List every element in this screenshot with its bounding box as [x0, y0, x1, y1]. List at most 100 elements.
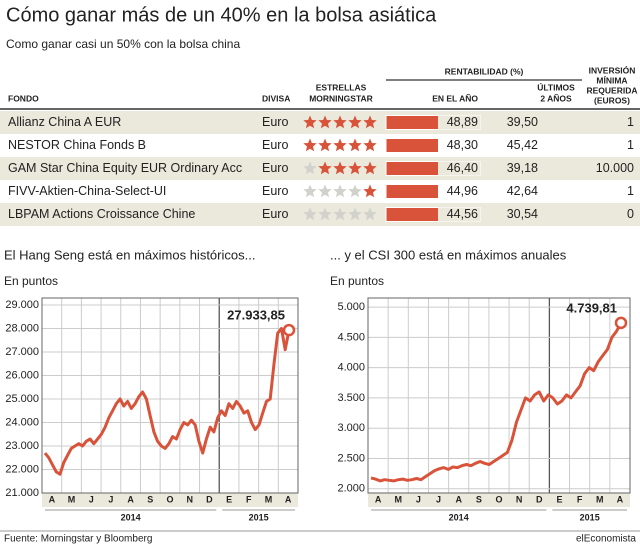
return-two-years: 39,18: [507, 161, 538, 175]
fund-name: NESTOR China Fonds B: [8, 138, 146, 152]
star: [318, 207, 332, 221]
y-tick-label: 3.500: [337, 392, 365, 404]
star: [348, 138, 362, 152]
subtitle: Como ganar casi un 50% con la bolsa chin…: [6, 37, 240, 51]
star: [303, 207, 317, 221]
chart-title: ... y el CSI 300 está en máximos anuales: [330, 247, 567, 262]
star: [333, 138, 347, 152]
return-year: 44,56: [447, 207, 478, 221]
x-axis-band: [368, 493, 630, 507]
year-label: 2015: [249, 512, 269, 522]
source: Fuente: Morningstar y Bloomberg: [4, 534, 152, 545]
x-tick-label: J: [108, 494, 113, 504]
return-bar-label-bg: [438, 161, 480, 176]
y-tick-label: 24.000: [5, 416, 39, 428]
star-rating: [303, 161, 377, 175]
header: DIVISA: [262, 93, 290, 103]
line-series: [370, 322, 623, 483]
currency: Euro: [262, 184, 288, 198]
header: (EUROS): [594, 95, 630, 105]
star: [363, 161, 377, 175]
year-label: 2014: [449, 512, 469, 522]
end-point: [614, 316, 628, 330]
minimum-investment: 0: [627, 207, 634, 221]
chart-title: El Hang Seng está en máximos históricos.…: [4, 247, 255, 262]
plot-frame: [367, 297, 631, 494]
x-tick-label: E: [226, 494, 232, 504]
y-tick-label: 23.000: [5, 440, 39, 452]
return-year: 44,96: [447, 184, 478, 198]
fund-name: GAM Star China Equity EUR Ordinary Acc: [8, 161, 242, 175]
star: [303, 138, 317, 152]
header: INVERSIÓN: [589, 64, 636, 75]
x-tick-label: J: [436, 494, 441, 504]
y-tick-label: 25.000: [5, 393, 39, 405]
header: REQUERIDA: [586, 85, 637, 95]
header: MÍNIMA: [596, 75, 627, 85]
y-tick-label: 22.000: [5, 463, 39, 475]
header: 2 AÑOS: [540, 93, 572, 103]
y-tick-label: 2.000: [337, 483, 365, 495]
x-tick-label: O: [495, 494, 502, 504]
x-tick-label: M: [394, 494, 402, 504]
star: [303, 161, 317, 175]
x-tick-label: J: [89, 494, 94, 504]
star: [333, 161, 347, 175]
x-tick-label: M: [265, 494, 273, 504]
return-bar-label-bg: [438, 184, 480, 199]
y-tick-label: 5.000: [337, 301, 365, 313]
y-axis-label: En puntos: [4, 274, 58, 288]
return-two-years: 45,42: [507, 138, 538, 152]
y-tick-label: 28.000: [5, 322, 39, 334]
star: [363, 184, 377, 198]
x-tick-label: A: [617, 494, 624, 504]
return-two-years: 42,64: [507, 184, 538, 198]
x-tick-label: F: [577, 494, 583, 504]
x-tick-label: A: [49, 494, 56, 504]
x-tick-label: O: [166, 494, 173, 504]
y-tick-label: 29.000: [5, 299, 39, 311]
title: Cómo ganar más de un 40% en la bolsa asi…: [6, 4, 437, 26]
x-tick-label: F: [246, 494, 252, 504]
currency: Euro: [262, 207, 288, 221]
star: [333, 207, 347, 221]
return-year: 48,89: [447, 115, 478, 129]
header: RENTABILIDAD (%): [445, 66, 524, 76]
star-rating: [303, 184, 377, 198]
return-bar-label-bg: [438, 115, 480, 130]
year-label: 2015: [580, 512, 600, 522]
currency: Euro: [262, 115, 288, 129]
return-two-years: 39,50: [507, 115, 538, 129]
return-bar-label-bg: [438, 138, 480, 153]
y-axis-label: En puntos: [330, 274, 384, 288]
header: EN EL AÑO: [432, 93, 478, 103]
return-two-years: 30,54: [507, 207, 538, 221]
star: [333, 115, 347, 129]
y-tick-label: 21.000: [5, 487, 39, 499]
y-tick-label: 4.500: [337, 331, 365, 343]
x-tick-label: M: [68, 494, 76, 504]
x-tick-label: J: [416, 494, 421, 504]
x-tick-label: S: [476, 494, 482, 504]
star: [318, 115, 332, 129]
y-tick-label: 26.000: [5, 369, 39, 381]
x-tick-label: S: [147, 494, 153, 504]
y-tick-label: 3.000: [337, 422, 365, 434]
minimum-investment: 10.000: [596, 161, 634, 175]
minimum-investment: 1: [627, 138, 634, 152]
star-rating: [303, 115, 377, 129]
year-label: 2014: [121, 512, 141, 522]
star: [363, 207, 377, 221]
star-rating: [303, 207, 377, 221]
line-series: [43, 327, 291, 476]
fund-name: LBPAM Actions Croissance Chine: [8, 207, 195, 221]
x-tick-label: A: [127, 494, 134, 504]
return-bar-label-bg: [438, 207, 480, 222]
fund-name: Allianz China A EUR: [8, 115, 121, 129]
star: [303, 184, 317, 198]
x-tick-label: N: [186, 494, 193, 504]
x-tick-label: A: [455, 494, 462, 504]
x-axis-band: [42, 493, 298, 507]
currency: Euro: [262, 138, 288, 152]
